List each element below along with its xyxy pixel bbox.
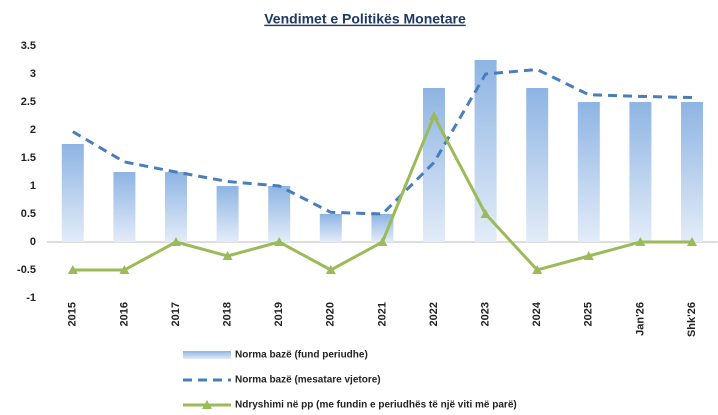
marker [171, 237, 181, 246]
y-tick-label: 0.5 [21, 208, 36, 220]
marker [119, 265, 130, 274]
legend-label: Norma bazë (mesatare vjetore) [235, 375, 381, 386]
marker [687, 237, 697, 246]
marker [635, 237, 646, 246]
legend-label: Norma bazë (fund periudhe) [235, 350, 368, 361]
marker [532, 265, 543, 274]
x-tick-label: 2025 [583, 302, 595, 326]
x-tick-label: Shk'26 [686, 302, 698, 337]
y-tick-label: 3 [30, 68, 36, 80]
y-tick-label: 1.5 [21, 152, 36, 164]
y-tick-label: -0.5 [17, 264, 36, 276]
y-tick-label: 0 [30, 236, 36, 248]
x-tick-label: Jan'26 [634, 302, 646, 336]
bar [577, 102, 600, 242]
bar [681, 102, 703, 242]
chart-title: Vendimet e Politikës Monetare [264, 11, 466, 27]
y-tick-label: 1 [30, 180, 36, 192]
x-tick-label: 2019 [273, 302, 285, 326]
x-tick-label: 2017 [170, 302, 182, 326]
marker [429, 111, 439, 120]
marker [325, 265, 336, 274]
x-tick-label: 2023 [480, 302, 492, 326]
x-tick-label: 2018 [222, 302, 234, 326]
legend-marker [202, 400, 212, 409]
marker [274, 237, 285, 246]
y-tick-label: 2.5 [21, 96, 36, 108]
dashed-line [72, 67, 693, 216]
legend-swatch [183, 351, 231, 359]
marker [222, 251, 233, 260]
marker [377, 237, 388, 246]
bar [165, 172, 187, 242]
x-tick-label: 2021 [376, 302, 388, 326]
bar [268, 186, 291, 242]
x-tick-label: 2015 [67, 302, 79, 326]
y-tick-label: 3.5 [21, 40, 36, 52]
bar [371, 214, 394, 242]
bar [474, 60, 497, 242]
marker [480, 209, 491, 218]
bar [61, 144, 84, 242]
y-tick-label: 2 [30, 124, 36, 136]
marker [67, 265, 78, 274]
y-tick-label: -1 [26, 292, 36, 304]
bar [629, 102, 652, 242]
bar [526, 88, 549, 242]
marker [583, 251, 594, 260]
bar [113, 172, 136, 242]
x-tick-label: 2016 [118, 302, 130, 326]
x-tick-label: 2022 [428, 302, 440, 326]
bar [216, 186, 239, 242]
legend-label: Ndryshimi në pp (me fundin e periudhës t… [235, 400, 517, 411]
x-tick-label: 2024 [531, 301, 543, 326]
x-tick-label: 2020 [325, 302, 337, 326]
bar [319, 214, 342, 242]
